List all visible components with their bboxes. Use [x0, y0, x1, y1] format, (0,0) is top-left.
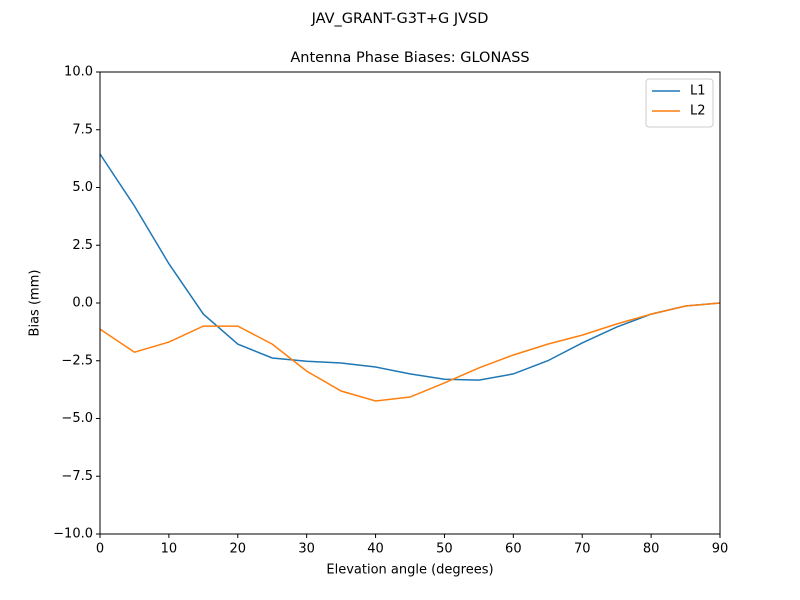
x-tick-label: 40: [367, 542, 384, 557]
x-tick-label: 20: [230, 542, 247, 557]
y-tick-label: 0.0: [72, 296, 93, 311]
y-tick-label: −5.0: [61, 411, 93, 426]
legend-label: L1: [690, 84, 706, 99]
x-tick-label: 80: [643, 542, 660, 557]
x-tick-label: 0: [96, 542, 104, 557]
y-tick-label: −2.5: [61, 353, 93, 368]
x-tick-label: 30: [298, 542, 315, 557]
legend-label: L2: [690, 104, 706, 119]
x-tick-label: 60: [505, 542, 522, 557]
y-tick-label: −7.5: [61, 469, 93, 484]
chart-title: Antenna Phase Biases: GLONASS: [290, 50, 529, 66]
x-tick-label: 50: [436, 542, 453, 557]
x-tick-label: 70: [574, 542, 591, 557]
y-tick-label: 7.5: [72, 122, 93, 137]
y-tick-label: 2.5: [72, 238, 93, 253]
series-line: [99, 302, 721, 402]
y-axis-label: Bias (mm): [28, 270, 43, 337]
y-tick-label: 10.0: [64, 65, 93, 80]
x-tick-label: 90: [712, 542, 729, 557]
plot-frame: [99, 71, 721, 535]
y-tick-label: −10.0: [53, 527, 93, 542]
x-axis-label: Elevation angle (degrees): [326, 563, 493, 578]
suptitle: JAV_GRANT-G3T+G JVSD: [311, 11, 489, 27]
series-line: [99, 153, 721, 381]
x-tick-label: 10: [161, 542, 178, 557]
y-tick-label: 5.0: [72, 180, 93, 195]
